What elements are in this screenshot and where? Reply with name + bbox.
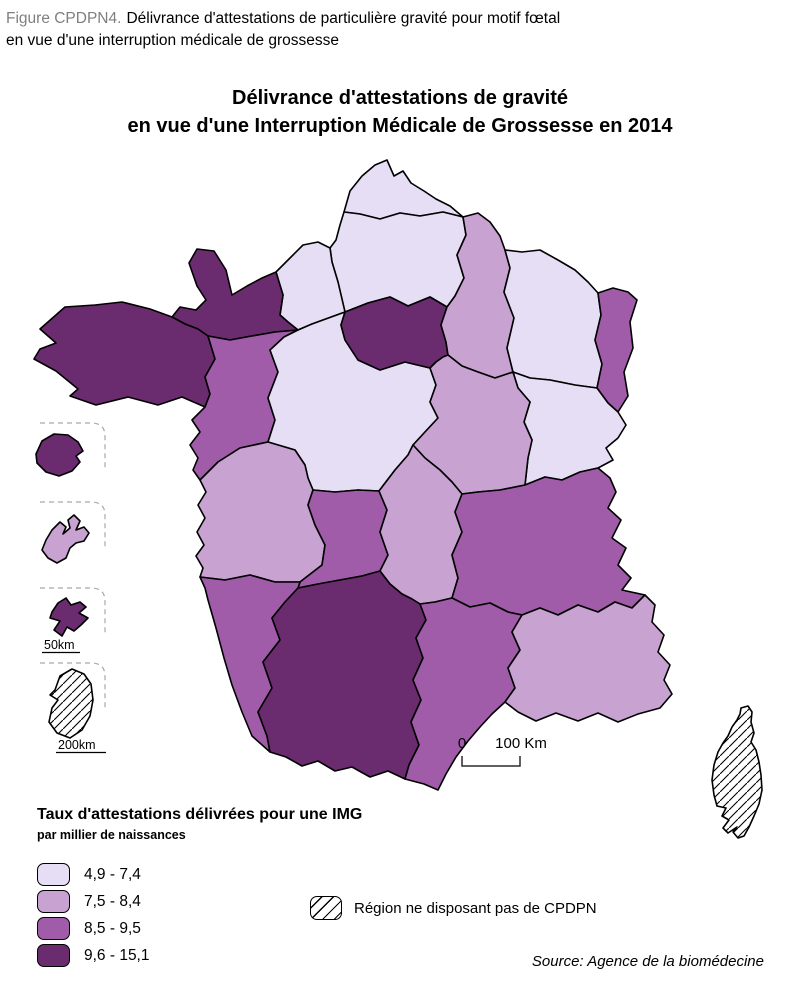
region-alsace (594, 287, 638, 413)
inset-scalebars: 50km 200km (42, 638, 106, 754)
legend-no-cpdpn: Région ne disposant pas de CPDPN (310, 896, 597, 920)
legend: Taux d'attestations délivrées pour une I… (37, 806, 362, 971)
figure-label: Figure CPDPN4. (6, 10, 122, 27)
regions-layer (33, 159, 763, 839)
legend-class-label: 4,9 - 7,4 (84, 865, 141, 883)
inset-frame-4 (40, 662, 106, 710)
map-scalebar: 0 100 Km (458, 735, 547, 767)
region-lorraine (503, 249, 603, 389)
legend-swatch-3 (37, 917, 70, 940)
scalebar-line (461, 756, 521, 767)
scalebar-zero-label: 0 (458, 735, 466, 752)
inset-frame-2 (40, 501, 106, 549)
legend-class-label: 7,5 - 8,4 (84, 892, 141, 910)
hatch-swatch (310, 896, 342, 920)
inset-region-martinique (49, 597, 89, 637)
inset-scale-martinique-label: 50km (44, 638, 75, 652)
no-cpdpn-label: Région ne disposant pas de CPDPN (354, 899, 597, 917)
legend-title: Taux d'attestations délivrées pour une I… (37, 806, 363, 823)
legend-rows: 4,9 - 7,4 7,5 - 8,4 8,5 - 9,5 9,6 - 15,1 (37, 863, 362, 967)
region-basse-normandie (171, 248, 299, 341)
source-note: Source: Agence de la biomédecine (531, 953, 764, 970)
legend-subtitle: par millier de naissances (37, 828, 186, 842)
region-nord-pas-de-calais (343, 159, 464, 220)
region-paca (504, 594, 673, 723)
legend-row-1: 4,9 - 7,4 (37, 863, 362, 886)
legend-swatch-4 (37, 944, 70, 967)
legend-class-label: 9,6 - 15,1 (84, 946, 150, 964)
inset-frames (40, 422, 106, 710)
legend-swatch-2 (37, 890, 70, 913)
legend-row-4: 9,6 - 15,1 (37, 944, 362, 967)
region-languedoc-roussillon (404, 597, 523, 791)
legend-row-2: 7,5 - 8,4 (37, 890, 362, 913)
inset-frame-1 (40, 422, 106, 470)
inset-region-guadeloupe (41, 514, 90, 564)
legend-class-label: 8,5 - 9,5 (84, 919, 141, 937)
map-title-line2: en vue d'une Interruption Médicale de Gr… (127, 115, 673, 137)
legend-swatch-1 (37, 863, 70, 886)
figure-caption-line1: Délivrance d'attestations de particulièr… (126, 10, 561, 27)
figure-caption-line2: en vue d'une interruption médicale de gr… (6, 32, 339, 49)
insets-layer (35, 433, 94, 739)
inset-region-guyane (48, 668, 94, 739)
region-picardie (329, 211, 467, 313)
inset-scale-guyane-label: 200km (58, 738, 96, 752)
region-corse (711, 705, 763, 839)
map-title: Délivrance d'attestations de gravité en … (0, 84, 800, 140)
inset-frame-3 (40, 587, 106, 635)
region-ile-de-france (340, 296, 449, 371)
legend-row-3: 8,5 - 9,5 (37, 917, 362, 940)
figure-caption: Figure CPDPN4. Délivrance d'attestations … (6, 8, 560, 52)
scalebar-distance-label: 100 Km (495, 735, 547, 752)
inset-region-reunion (35, 433, 84, 477)
map-title-line1: Délivrance d'attestations de gravité (232, 87, 568, 109)
